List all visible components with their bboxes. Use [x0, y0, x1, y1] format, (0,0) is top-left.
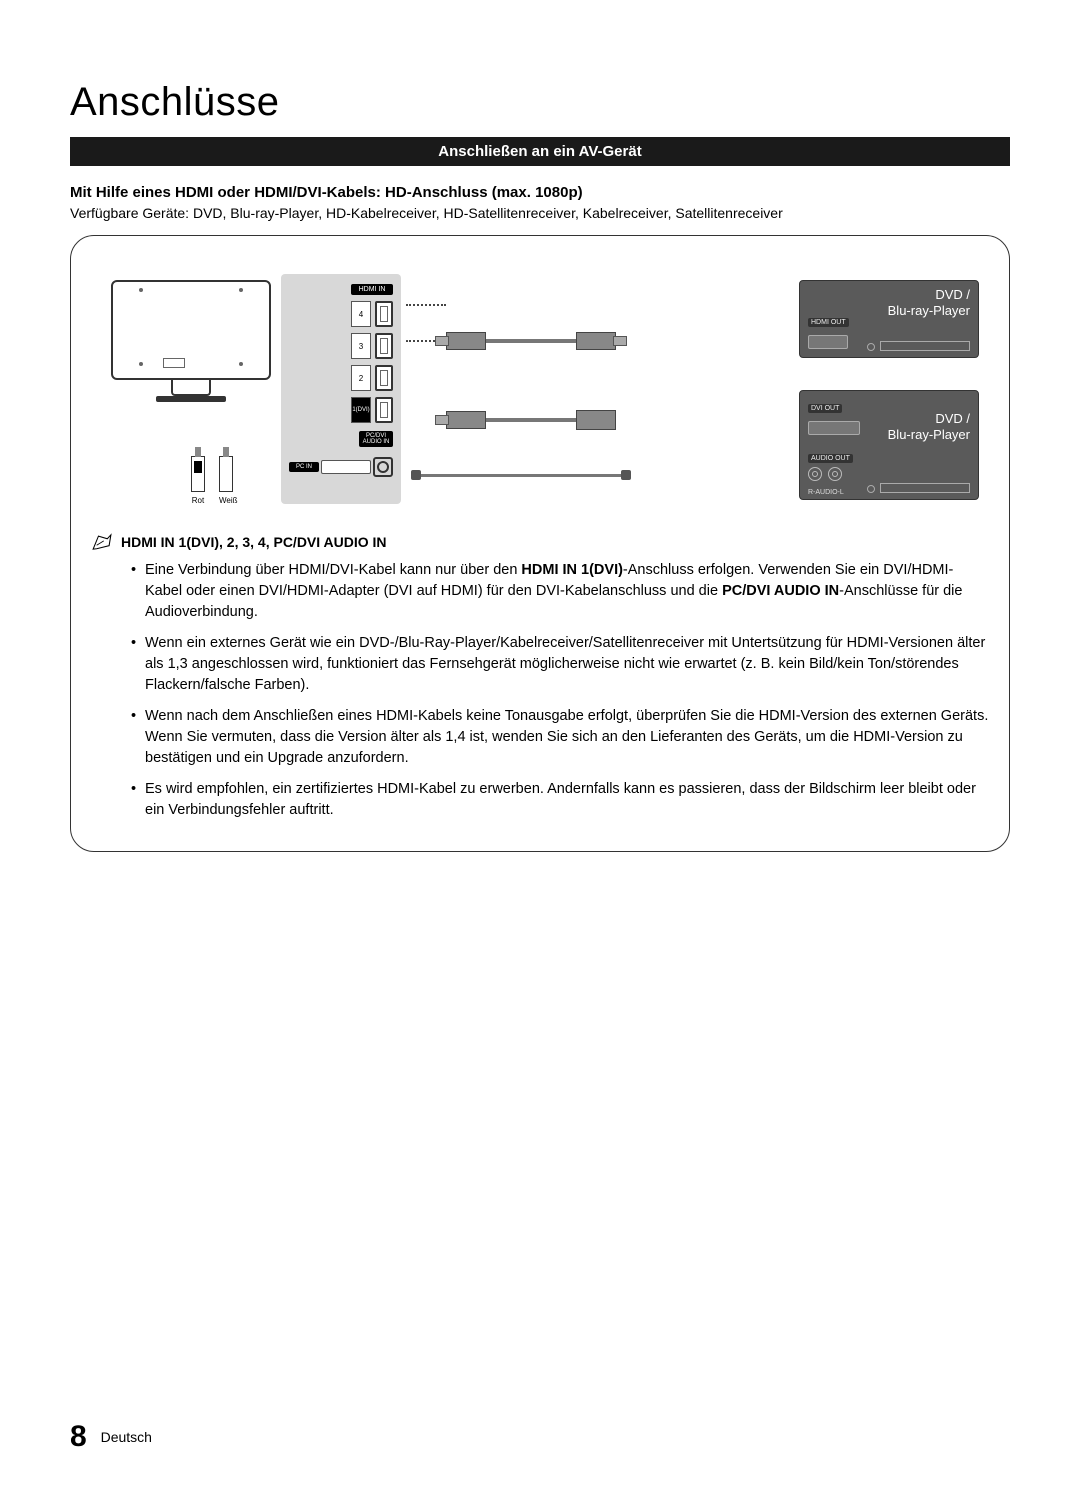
- dvi-out-slot-icon: [808, 421, 860, 435]
- device-top-line1: DVD /: [935, 287, 970, 302]
- page-footer: 8 Deutsch: [70, 1420, 152, 1454]
- pc-in-slot-icon: [321, 460, 371, 474]
- pcdvi-audio-label: PC/DVI AUDIO IN: [359, 431, 393, 447]
- rca-plug-white-icon: [219, 456, 233, 492]
- hdmi-port-icon: [375, 365, 393, 391]
- connection-diagram: HDMI IN 4 3 2 1(DVI) PC/DVI AUDIO IN PC …: [91, 260, 989, 520]
- device-bluray-dvi: DVI OUT DVD /Blu-ray-Player AUDIO OUT R-…: [799, 390, 979, 500]
- subtitle-desc: Verfügbare Geräte: DVD, Blu-ray-Player, …: [70, 205, 1010, 221]
- disc-tray-icon: [880, 341, 970, 351]
- note-icon: [91, 533, 113, 551]
- hdmi-port-2: 2: [351, 365, 371, 391]
- audio-out-jacks-icon: [808, 467, 853, 481]
- hdmi-port-icon: [375, 333, 393, 359]
- page-language: Deutsch: [101, 1429, 152, 1445]
- audio-out-label: AUDIO OUT: [808, 454, 853, 463]
- dvi-cable-icon: [446, 410, 616, 430]
- device-bottom-line2: Blu-ray-Player: [888, 427, 970, 442]
- section-band: Anschließen an ein AV-Gerät: [70, 137, 1010, 166]
- hdmi-port-icon: [375, 301, 393, 327]
- hdmi-port-4: 4: [351, 301, 371, 327]
- audio-cable-icon: [411, 470, 631, 480]
- rca-plug-red-icon: [191, 456, 205, 492]
- hdmi-port-3: 3: [351, 333, 371, 359]
- hdmi-cable-icon: [446, 332, 616, 350]
- page: Anschlüsse Anschließen an ein AV-Gerät M…: [0, 0, 1080, 892]
- device-bottom-line1: DVD /: [935, 411, 970, 426]
- cable-line-icon: [406, 340, 408, 341]
- tv-port-zoom-panel: HDMI IN 4 3 2 1(DVI) PC/DVI AUDIO IN PC …: [281, 274, 401, 504]
- rca-red-label: Rot: [191, 496, 205, 505]
- device-top-line2: Blu-ray-Player: [888, 303, 970, 318]
- diagram-container: HDMI IN 4 3 2 1(DVI) PC/DVI AUDIO IN PC …: [70, 235, 1010, 852]
- cable-dotted-icon: [406, 304, 446, 306]
- pc-in-label: PC IN: [289, 462, 319, 472]
- audio-jack-icon: [373, 457, 393, 477]
- rca-white-label: Weiß: [219, 496, 238, 505]
- dvi-out-label: DVI OUT: [808, 404, 842, 413]
- page-title: Anschlüsse: [70, 80, 1010, 125]
- device-bluray-hdmi: DVD /Blu-ray-Player HDMI OUT: [799, 280, 979, 358]
- hdmi-port-1dvi: 1(DVI): [351, 397, 371, 423]
- note-item: Wenn nach dem Anschließen eines HDMI-Kab…: [131, 706, 989, 769]
- page-number: 8: [70, 1420, 87, 1453]
- tv-illustration: [111, 280, 271, 402]
- subtitle-bold: Mit Hilfe eines HDMI oder HDMI/DVI-Kabel…: [70, 184, 1010, 201]
- rca-plugs: Rot Weiß: [191, 456, 238, 505]
- notes-list: Eine Verbindung über HDMI/DVI-Kabel kann…: [131, 560, 989, 821]
- notes-heading: HDMI IN 1(DVI), 2, 3, 4, PC/DVI AUDIO IN: [121, 534, 387, 550]
- r-audio-l-label: R-AUDIO-L: [808, 489, 844, 496]
- hdmi-out-slot-icon: [808, 335, 848, 349]
- note-item: Es wird empfohlen, ein zertifiziertes HD…: [131, 779, 989, 821]
- notes-section: HDMI IN 1(DVI), 2, 3, 4, PC/DVI AUDIO IN…: [91, 534, 989, 821]
- hdmi-port-icon: [375, 397, 393, 423]
- hdmi-in-label: HDMI IN: [351, 284, 393, 295]
- hdmi-out-label: HDMI OUT: [808, 318, 849, 327]
- disc-tray-icon: [880, 483, 970, 493]
- note-item: Eine Verbindung über HDMI/DVI-Kabel kann…: [131, 560, 989, 623]
- note-item: Wenn ein externes Gerät wie ein DVD-/Blu…: [131, 633, 989, 696]
